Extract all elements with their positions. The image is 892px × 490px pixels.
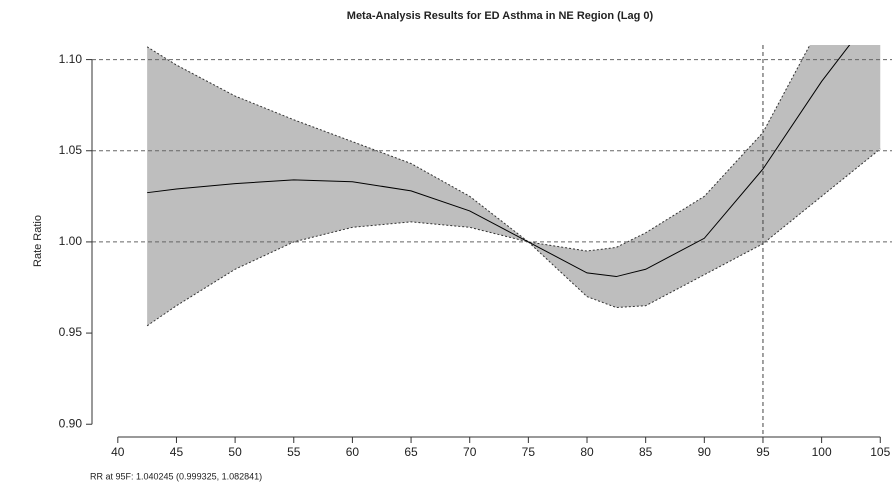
x-tick-label: 50	[228, 445, 242, 459]
upper-bound	[146, 45, 811, 252]
x-tick-label: 105	[870, 445, 890, 459]
x-tick-label: 75	[522, 445, 536, 459]
y-tick-label: 0.95	[59, 325, 83, 339]
y-axis-label: Rate Ratio	[32, 215, 44, 267]
x-tick-label: 80	[580, 445, 594, 459]
y-tick-label: 1.00	[59, 234, 83, 248]
y-tick-label: 1.10	[59, 52, 83, 66]
y-tick-label: 1.05	[59, 143, 83, 157]
y-tick-label: 0.90	[59, 416, 83, 430]
x-tick-label: 60	[346, 445, 360, 459]
confidence-band	[147, 45, 881, 326]
x-tick-label: 70	[463, 445, 477, 459]
x-tick-label: 85	[639, 445, 653, 459]
x-tick-label: 95	[756, 445, 770, 459]
fit-line	[147, 45, 851, 278]
x-tick-label: 55	[287, 445, 301, 459]
plot-area	[92, 45, 892, 437]
x-tick-label: 65	[404, 445, 418, 459]
x-tick-label: 40	[111, 445, 125, 459]
footnote: RR at 95F: 1.040245 (0.999325, 1.082841)	[90, 471, 262, 481]
x-tick-label: 45	[170, 445, 184, 459]
x-tick-label: 90	[698, 445, 712, 459]
chart-title: Meta-Analysis Results for ED Asthma in N…	[347, 10, 654, 22]
x-tick-label: 100	[812, 445, 832, 459]
